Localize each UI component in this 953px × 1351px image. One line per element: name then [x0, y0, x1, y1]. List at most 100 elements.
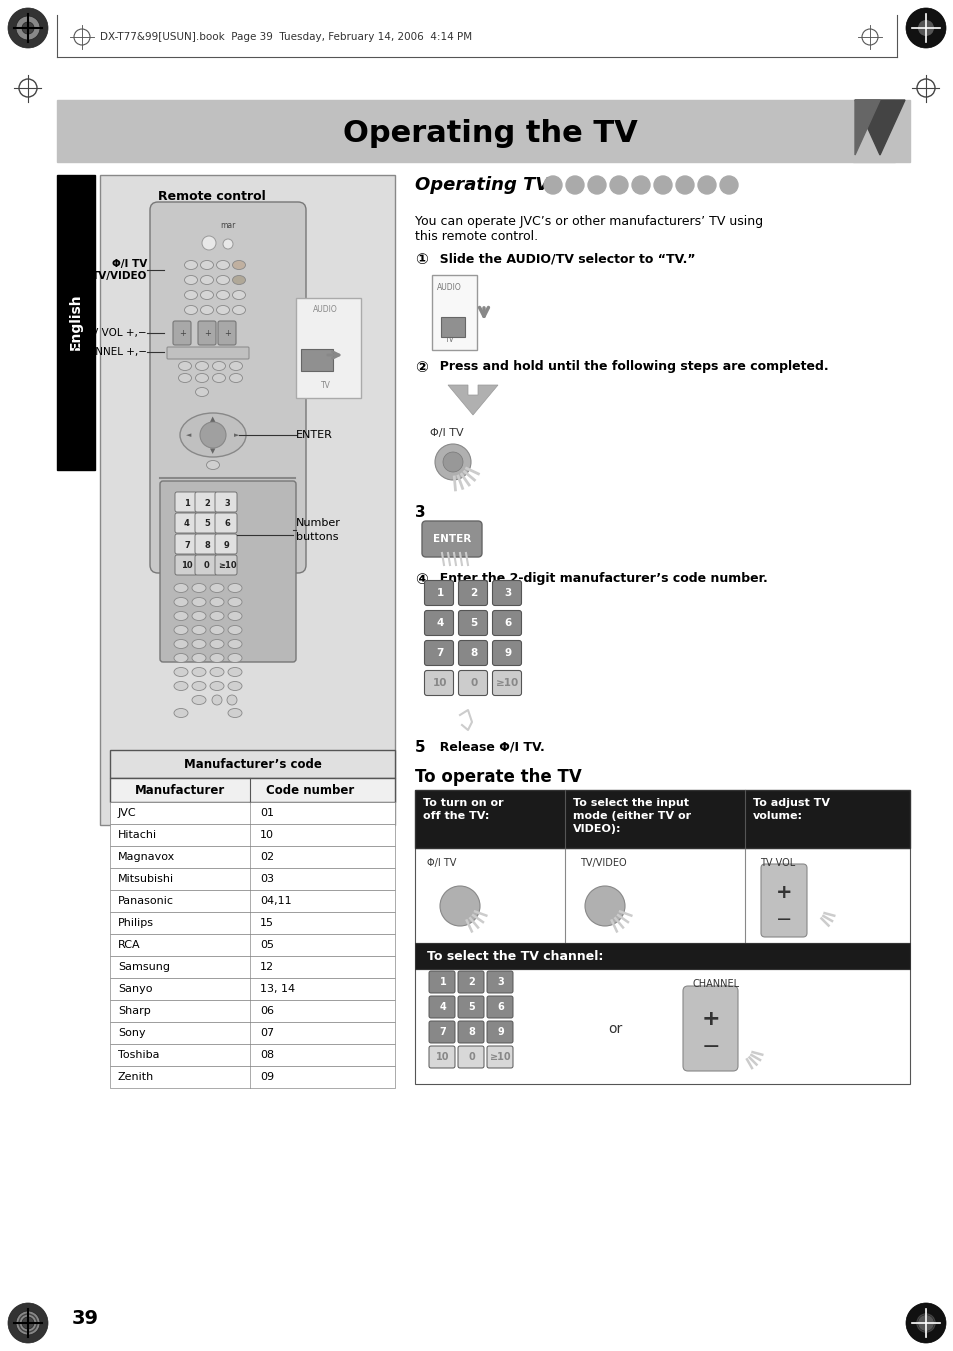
- Circle shape: [227, 694, 236, 705]
- Ellipse shape: [184, 261, 197, 269]
- Ellipse shape: [216, 290, 230, 300]
- Text: 4: 4: [184, 520, 190, 528]
- Text: Philips: Philips: [118, 917, 153, 928]
- FancyBboxPatch shape: [415, 969, 909, 1084]
- FancyBboxPatch shape: [429, 1046, 455, 1069]
- FancyBboxPatch shape: [457, 1021, 483, 1043]
- Text: Magnavox: Magnavox: [118, 852, 175, 862]
- FancyBboxPatch shape: [110, 778, 395, 802]
- Ellipse shape: [195, 373, 209, 382]
- Ellipse shape: [173, 708, 188, 717]
- FancyBboxPatch shape: [429, 971, 455, 993]
- Ellipse shape: [216, 305, 230, 315]
- Text: 06: 06: [260, 1006, 274, 1016]
- Ellipse shape: [228, 584, 242, 593]
- Text: 6: 6: [497, 1002, 504, 1012]
- FancyBboxPatch shape: [57, 176, 95, 470]
- Text: ≥10: ≥10: [490, 1052, 511, 1062]
- Polygon shape: [854, 100, 904, 155]
- FancyBboxPatch shape: [218, 322, 235, 345]
- Text: Φ/I TV: Φ/I TV: [427, 858, 456, 867]
- Ellipse shape: [192, 584, 206, 593]
- Ellipse shape: [228, 639, 242, 648]
- Ellipse shape: [192, 696, 206, 704]
- Text: To select the TV channel:: To select the TV channel:: [427, 950, 602, 962]
- Ellipse shape: [200, 276, 213, 285]
- Text: 10: 10: [436, 1052, 449, 1062]
- Text: Number
buttons: Number buttons: [295, 519, 340, 542]
- Ellipse shape: [216, 261, 230, 269]
- Text: 8: 8: [470, 648, 477, 658]
- Circle shape: [905, 1302, 945, 1343]
- FancyBboxPatch shape: [110, 824, 395, 846]
- Ellipse shape: [228, 626, 242, 635]
- FancyBboxPatch shape: [429, 996, 455, 1019]
- Text: +: +: [224, 328, 232, 338]
- FancyBboxPatch shape: [150, 203, 306, 573]
- FancyBboxPatch shape: [415, 943, 909, 969]
- Circle shape: [16, 1310, 40, 1335]
- FancyBboxPatch shape: [486, 996, 513, 1019]
- Circle shape: [212, 694, 222, 705]
- Ellipse shape: [213, 362, 225, 370]
- FancyBboxPatch shape: [492, 581, 521, 605]
- Text: 6: 6: [504, 617, 511, 628]
- Text: 4: 4: [436, 617, 443, 628]
- Text: 1: 1: [439, 977, 446, 988]
- FancyBboxPatch shape: [110, 1066, 395, 1088]
- Text: To operate the TV: To operate the TV: [415, 767, 581, 786]
- Text: +: +: [701, 1009, 720, 1029]
- Text: 04,11: 04,11: [260, 896, 292, 907]
- FancyBboxPatch shape: [110, 867, 395, 890]
- Circle shape: [917, 20, 933, 36]
- Ellipse shape: [230, 362, 242, 370]
- Text: 05: 05: [260, 940, 274, 950]
- FancyBboxPatch shape: [174, 555, 196, 576]
- Ellipse shape: [178, 373, 192, 382]
- FancyBboxPatch shape: [421, 521, 481, 557]
- FancyBboxPatch shape: [440, 317, 464, 336]
- FancyBboxPatch shape: [492, 640, 521, 666]
- Ellipse shape: [210, 654, 224, 662]
- Text: 6: 6: [224, 520, 230, 528]
- FancyBboxPatch shape: [160, 481, 295, 662]
- Text: 3: 3: [224, 499, 230, 508]
- Text: +: +: [204, 328, 212, 338]
- FancyBboxPatch shape: [458, 640, 487, 666]
- Text: AUDIO: AUDIO: [313, 305, 337, 315]
- Ellipse shape: [228, 681, 242, 690]
- Circle shape: [587, 176, 605, 195]
- Circle shape: [8, 8, 48, 49]
- Ellipse shape: [195, 388, 209, 396]
- Text: You can operate JVC’s or other manufacturers’ TV using: You can operate JVC’s or other manufactu…: [415, 215, 762, 228]
- Ellipse shape: [173, 639, 188, 648]
- FancyBboxPatch shape: [110, 1044, 395, 1066]
- FancyBboxPatch shape: [194, 555, 216, 576]
- Ellipse shape: [230, 373, 242, 382]
- Text: or: or: [607, 1021, 621, 1036]
- Text: 09: 09: [260, 1071, 274, 1082]
- Text: CHANNEL: CHANNEL: [692, 979, 740, 989]
- Text: 7: 7: [436, 648, 443, 658]
- FancyBboxPatch shape: [486, 1021, 513, 1043]
- FancyBboxPatch shape: [492, 670, 521, 696]
- Text: Operating the TV: Operating the TV: [342, 119, 637, 149]
- Circle shape: [200, 422, 226, 449]
- Text: 0: 0: [468, 1052, 475, 1062]
- Ellipse shape: [173, 681, 188, 690]
- Text: TV: TV: [444, 335, 455, 345]
- FancyBboxPatch shape: [424, 611, 453, 635]
- Text: +: +: [775, 884, 791, 902]
- Text: 3: 3: [504, 588, 511, 598]
- FancyBboxPatch shape: [174, 513, 196, 534]
- FancyBboxPatch shape: [492, 611, 521, 635]
- Circle shape: [584, 886, 624, 925]
- Text: 7: 7: [439, 1027, 446, 1038]
- Ellipse shape: [200, 261, 213, 269]
- Circle shape: [676, 176, 693, 195]
- Text: TV/VIDEO: TV/VIDEO: [579, 858, 626, 867]
- Ellipse shape: [192, 626, 206, 635]
- Text: 10: 10: [433, 678, 447, 688]
- Ellipse shape: [184, 276, 197, 285]
- Ellipse shape: [184, 305, 197, 315]
